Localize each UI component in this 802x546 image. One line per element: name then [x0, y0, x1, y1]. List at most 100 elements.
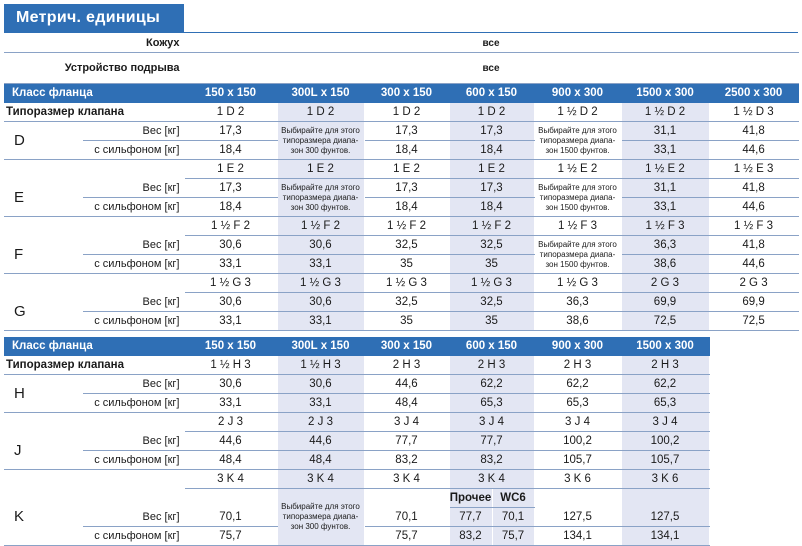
valve-letter: D — [4, 121, 83, 160]
note-300: Выбирайте для этого типоразмера диапа-зо… — [277, 488, 365, 546]
size-cell: 3 K 6 — [621, 469, 710, 489]
size-cell: 2 H 3 — [621, 355, 710, 375]
bellows-cell: 105,7 — [621, 450, 710, 470]
weight-cell: 77,7 — [364, 431, 450, 451]
weight-label: Вес [кг] — [82, 178, 185, 198]
weight-cell: 62,2 — [449, 374, 535, 394]
weight-cell: 17,3 — [449, 121, 535, 141]
size-cell: 2 J 3 — [184, 412, 278, 432]
weight-cell: 44,6 — [364, 374, 450, 394]
material-header-other: Прочее — [449, 488, 493, 508]
bellows-label: с сильфоном [кг] — [82, 450, 185, 470]
size-cell: 1 ½ G 3 — [534, 273, 622, 293]
bellows-cell: 18,4 — [364, 140, 450, 160]
valve-letter: K — [4, 488, 83, 546]
bellows-cell: 44,6 — [709, 254, 799, 274]
bellows-cell: 18,4 — [184, 197, 278, 217]
note-1500: Выбирайте для этого типоразмера диапа-зо… — [534, 178, 622, 217]
size-cell: 1 D 2 — [277, 102, 365, 122]
bellows-cell: 105,7 — [534, 450, 622, 470]
weight-cell: 30,6 — [277, 235, 365, 255]
bellows-cell: 44,6 — [709, 140, 799, 160]
weight-cell: 36,3 — [621, 235, 710, 255]
title-rule — [4, 32, 798, 33]
bellows-cell: 35 — [364, 254, 450, 274]
weight-cell: 32,5 — [449, 292, 535, 312]
size-cell: 2 J 3 — [277, 412, 365, 432]
size-cell: 1 ½ F 2 — [364, 216, 450, 236]
size-cell: 1 ½ E 2 — [534, 159, 622, 179]
lift-value: все — [184, 52, 799, 84]
column-header: 300L x 150 — [277, 337, 365, 356]
size-cell: 1 ½ G 3 — [449, 273, 535, 293]
bellows-cell: 35 — [364, 311, 450, 331]
weight-cell: 100,2 — [621, 431, 710, 451]
bellows-cell: 65,3 — [534, 393, 622, 413]
weight-label: Вес [кг] — [82, 507, 185, 527]
housing-value: все — [184, 34, 799, 53]
weight-cell: 44,6 — [184, 431, 278, 451]
weight-cell: 17,3 — [364, 121, 450, 141]
size-cell: 1 ½ G 3 — [364, 273, 450, 293]
weight-cell: 69,9 — [709, 292, 799, 312]
column-header: 600 x 150 — [449, 337, 535, 356]
bellows-cell: 83,2 — [449, 526, 493, 546]
valve-letter: G — [4, 292, 83, 331]
material-header-wc6: WC6 — [492, 488, 535, 508]
bellows-cell: 44,6 — [709, 197, 799, 217]
size-cell: 3 J 4 — [621, 412, 710, 432]
bellows-label: с сильфоном [кг] — [82, 393, 185, 413]
size-cell: 1 ½ E 3 — [709, 159, 799, 179]
size-cell: 3 K 4 — [184, 469, 278, 489]
weight-cell: 32,5 — [449, 235, 535, 255]
size-cell: 1 ½ G 3 — [277, 273, 365, 293]
weight-cell: 77,7 — [449, 507, 493, 527]
size-cell: 1 ½ H 3 — [277, 355, 365, 375]
weight-label: Вес [кг] — [82, 374, 185, 394]
weight-cell: 69,9 — [621, 292, 710, 312]
weight-cell: 41,8 — [709, 121, 799, 141]
weight-cell: 30,6 — [184, 235, 278, 255]
size-cell: 1 ½ D 3 — [709, 102, 799, 122]
bellows-cell: 134,1 — [534, 526, 622, 546]
bellows-cell: 35 — [449, 254, 535, 274]
bellows-cell: 48,4 — [277, 450, 365, 470]
column-header: 2500 x 300 — [709, 83, 799, 103]
column-header: 300 x 150 — [364, 337, 450, 356]
bellows-cell: 33,1 — [277, 254, 365, 274]
valve-letter: E — [4, 178, 83, 217]
bellows-cell: 75,7 — [492, 526, 535, 546]
column-header: 300 x 150 — [364, 83, 450, 103]
bellows-cell: 18,4 — [184, 140, 278, 160]
flange-table-1: Кожух все Устройство подрыва все Класс ф… — [4, 34, 799, 331]
size-cell: 1 D 2 — [364, 102, 450, 122]
size-cell: 2 H 3 — [534, 355, 622, 375]
bellows-label: с сильфоном [кг] — [82, 311, 185, 331]
weight-label: Вес [кг] — [82, 431, 185, 451]
size-cell: 1 ½ F 2 — [184, 216, 278, 236]
valve-size-label: Типоразмер клапана — [4, 355, 185, 375]
valve-letter: F — [4, 235, 83, 274]
size-cell: 1 E 2 — [449, 159, 535, 179]
weight-cell: 100,2 — [534, 431, 622, 451]
size-cell: 1 ½ D 2 — [621, 102, 710, 122]
note-1500: Выбирайте для этого типоразмера диапа-зо… — [534, 235, 622, 274]
note-1500: Выбирайте для этого типоразмера диапа-зо… — [534, 121, 622, 160]
column-header: 300L x 150 — [277, 83, 365, 103]
bellows-cell: 48,4 — [184, 450, 278, 470]
weight-cell: 70,1 — [364, 507, 450, 527]
size-cell: 3 K 4 — [277, 469, 365, 489]
note-300: Выбирайте для этого типоразмера диапа-зо… — [277, 178, 365, 217]
bellows-cell: 83,2 — [364, 450, 450, 470]
bellows-cell: 18,4 — [449, 197, 535, 217]
bellows-cell: 83,2 — [449, 450, 535, 470]
column-header: 1500 x 300 — [621, 83, 710, 103]
bellows-cell: 33,1 — [184, 311, 278, 331]
bellows-cell: 33,1 — [277, 311, 365, 331]
bellows-cell: 75,7 — [184, 526, 278, 546]
bellows-cell: 33,1 — [621, 140, 710, 160]
valve-letter: H — [4, 374, 83, 413]
column-header: 150 x 150 — [184, 83, 278, 103]
bellows-cell: 18,4 — [449, 140, 535, 160]
bellows-cell: 35 — [449, 311, 535, 331]
